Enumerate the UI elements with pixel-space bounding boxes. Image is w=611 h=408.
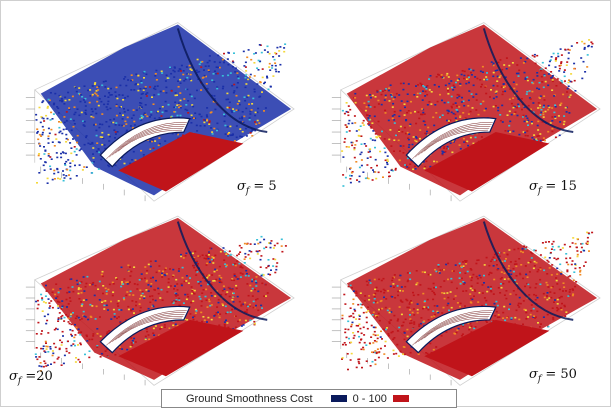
terrain-plot-4 [331,215,601,386]
legend-box: Ground Smoothness Cost 0 - 100 [161,389,457,408]
sigma-label-2: σf = 15 [529,179,577,197]
legend-title: Ground Smoothness Cost [186,392,313,405]
terrain-panel-4: σf = 50 [311,207,609,389]
terrain-panel-2: σf = 15 [311,13,609,205]
terrain-plot-3 [25,215,295,386]
terrain-panel-3: σf =20 [5,207,303,389]
legend-range: 0 - 100 [352,392,387,405]
terrain-plot-1 [25,22,295,202]
legend-swatch-high [392,395,409,402]
terrain-panel-1: σf = 5 [5,13,303,205]
sigma-label-4: σf = 50 [529,367,577,385]
terrain-plot-2 [331,22,601,202]
legend-swatch-low [330,395,347,402]
sigma-label-1: σf = 5 [237,179,277,197]
sigma-label-3: σf =20 [9,369,53,387]
